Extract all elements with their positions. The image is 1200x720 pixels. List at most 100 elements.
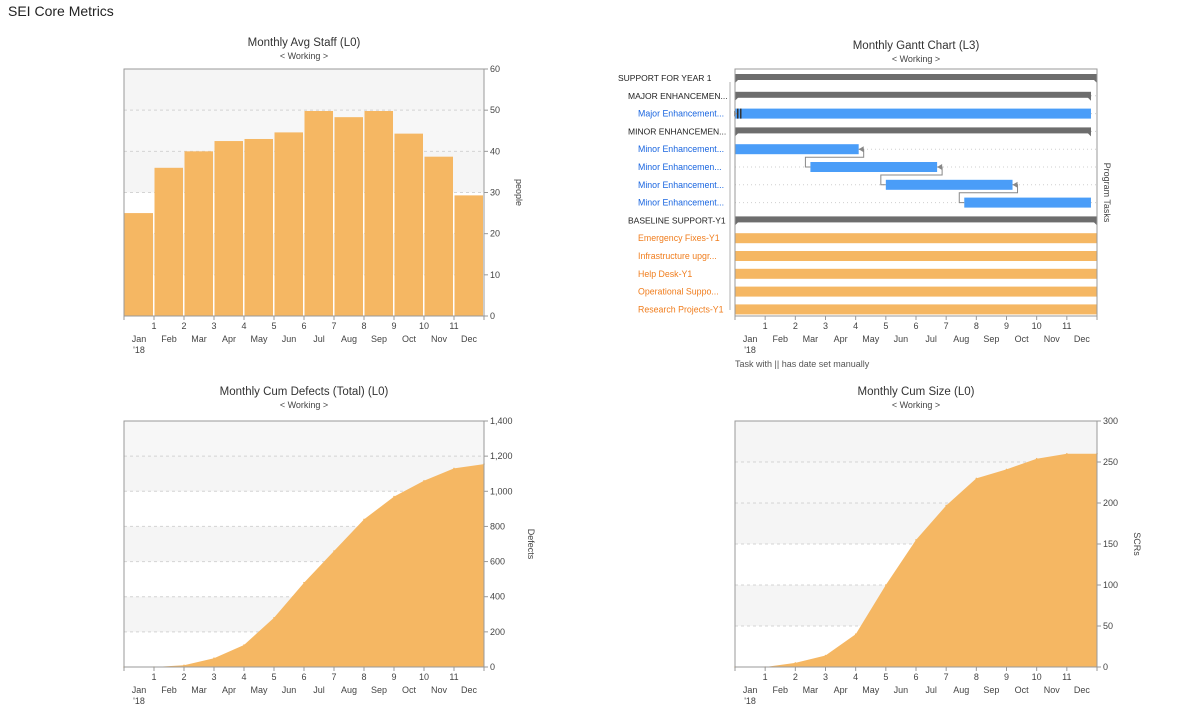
staff-x-tick-label: 5 [271, 321, 276, 331]
size-area-series [735, 453, 1097, 667]
defects-y-tick-label: 600 [490, 557, 505, 567]
staff-month-label: Sep [371, 334, 387, 344]
gantt-x-tick-label: 6 [913, 321, 918, 331]
staff-x-tick-label: 6 [301, 321, 306, 331]
defects-month-label: Jul [313, 685, 325, 695]
defects-data-point [243, 644, 245, 646]
staff-x-tick-label: 1 [151, 321, 156, 331]
defects-month-label: Nov [431, 685, 448, 695]
staff-bar [454, 195, 483, 316]
staff-grid-band [124, 192, 484, 234]
defects-x-tick-label: 7 [331, 672, 336, 682]
gantt-task-label: Minor Enhancement... [638, 180, 724, 190]
defects-x-tick-label: 9 [391, 672, 396, 682]
staff-month-label: Jul [313, 334, 325, 344]
gantt-task-bar [810, 162, 938, 172]
size-year-label: '18 [744, 696, 756, 706]
size-data-point [915, 539, 917, 541]
gantt-month-label: Jul [925, 334, 937, 344]
gantt-note: Task with || has date set manually [735, 359, 870, 369]
staff-year-label: '18 [133, 345, 145, 355]
defects-data-point [183, 664, 185, 667]
staff-month-label: Mar [191, 334, 207, 344]
staff-bar [424, 156, 453, 316]
defects-chart-svg: 0 200 400 600 800 1,000 1,200 1,400 Defects 1 2 3 4 5… [123, 416, 536, 706]
gantt-month-label: May [862, 334, 880, 344]
defects-y-tick-label: 800 [490, 521, 505, 531]
size-month-label: Jan [743, 685, 758, 695]
staff-month-label: Feb [161, 334, 177, 344]
gantt-month-label: Feb [772, 334, 788, 344]
staff-x-tick-label: 3 [211, 321, 216, 331]
gantt-manual-marker [737, 108, 739, 119]
gantt-chart-panel: Monthly Gantt Chart (L3) < Working > Tas… [618, 40, 1112, 369]
defects-data-point [393, 495, 395, 498]
staff-bar [244, 138, 273, 316]
defects-month-label: Sep [371, 685, 387, 695]
gantt-task-label: Major Enhancement... [638, 109, 724, 119]
size-month-label: Jun [894, 685, 909, 695]
defects-x-tick-label: 6 [301, 672, 306, 682]
gantt-x-tick-label: 4 [853, 321, 858, 331]
staff-month-label: Apr [222, 334, 236, 344]
defects-month-label: Aug [341, 685, 357, 695]
gantt-manual-marker [740, 108, 742, 119]
size-month-label: Oct [1015, 685, 1030, 695]
gantt-task-bar [735, 233, 1097, 244]
defects-x-tick-label: 11 [449, 672, 458, 682]
defects-data-point [453, 467, 455, 470]
defects-month-label: Jan [132, 685, 147, 695]
defects-month-label: Apr [222, 685, 236, 695]
staff-bar [124, 213, 153, 316]
size-data-point [885, 584, 887, 586]
gantt-task-label: Help Desk-Y1 [638, 269, 692, 279]
staff-bar [304, 110, 333, 317]
size-y-tick-label: 200 [1103, 498, 1118, 508]
staff-month-label: Jun [282, 334, 297, 344]
size-data-point [945, 504, 947, 507]
size-grid-band-alt [735, 421, 1097, 462]
staff-bar [154, 167, 183, 316]
staff-bar [274, 132, 303, 316]
size-y-tick-label: 50 [1103, 621, 1113, 631]
gantt-month-label: Dec [1074, 334, 1091, 344]
gantt-x-tick-label: 3 [823, 321, 828, 331]
size-x-tick-label: 10 [1032, 672, 1042, 682]
gantt-x-tick-label: 8 [974, 321, 979, 331]
gantt-month-label: Mar [803, 334, 819, 344]
defects-chart-title: Monthly Cum Defects (Total) (L0) [219, 386, 389, 398]
staff-y-tick-label: 20 [490, 229, 500, 239]
gantt-month-label: Oct [1015, 334, 1030, 344]
staff-y-tick-label: 10 [490, 270, 500, 280]
gantt-month-label: Apr [834, 334, 848, 344]
gantt-task-bar [964, 197, 1091, 208]
staff-grid-band-alt [124, 151, 484, 193]
size-month-label: Sep [983, 685, 999, 695]
gantt-task-bar [735, 286, 1097, 297]
size-data-point [1035, 457, 1038, 460]
gantt-x-tick-label: 7 [944, 321, 949, 331]
gantt-summary-cap-right [1086, 127, 1091, 137]
staff-x-tick-label: 8 [361, 321, 366, 331]
staff-y-tick-label: 50 [490, 105, 500, 115]
defects-data-point [423, 479, 425, 482]
size-y-tick-label: 100 [1103, 580, 1118, 590]
size-y-tick-label: 150 [1103, 539, 1118, 549]
gantt-y-axis-label: Program Tasks [1102, 163, 1112, 223]
staff-month-label: Aug [341, 334, 357, 344]
gantt-task-bar [735, 144, 859, 155]
defects-month-label: Feb [161, 685, 177, 695]
size-chart-subtitle: < Working > [891, 400, 941, 410]
size-data-point [1005, 468, 1008, 471]
defects-month-label: Oct [402, 685, 417, 695]
gantt-month-label: Nov [1044, 334, 1061, 344]
staff-grid-band [124, 274, 484, 316]
gantt-task-label: Minor Enhancement... [638, 198, 724, 208]
gantt-summary-bar [735, 91, 1091, 98]
staff-bar [394, 133, 423, 316]
staff-x-tick-label: 11 [449, 321, 458, 331]
staff-chart-svg: 0 10 20 30 40 50 60 people 1 2 3 4 5 6 7 8 9 10 11 Jan Feb Ma… [123, 64, 524, 355]
staff-x-tick-label: 9 [391, 321, 396, 331]
gantt-month-label: Jan [743, 334, 758, 344]
